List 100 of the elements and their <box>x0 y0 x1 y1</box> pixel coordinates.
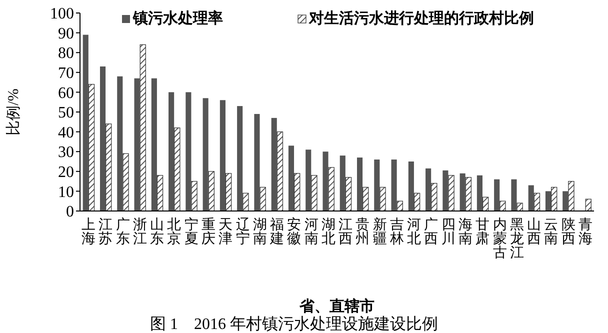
bar <box>168 92 174 211</box>
bar <box>356 158 363 211</box>
bar <box>362 186 369 212</box>
y-tick-label: 70 <box>58 65 74 82</box>
text: 图 1 2016 年村镇污水处理设施建设比例 <box>150 315 438 333</box>
y-tick-label: 60 <box>58 84 74 102</box>
x-tick-label: 海南 <box>458 217 472 247</box>
bar <box>545 191 552 211</box>
bar <box>494 179 500 211</box>
x-tick-label: 陕西 <box>561 217 576 247</box>
x-tick-label: 重庆 <box>202 217 216 247</box>
x-tick-label: 四川 <box>441 218 456 247</box>
bar <box>242 192 249 212</box>
bar <box>374 160 380 211</box>
bar <box>306 150 312 211</box>
bar <box>225 173 232 212</box>
bar <box>156 175 164 212</box>
x-tick-label: 湖南 <box>252 217 267 247</box>
bar <box>345 177 352 212</box>
bar <box>442 170 448 211</box>
x-tick-label: 山东 <box>150 217 164 247</box>
bar <box>511 179 517 211</box>
bar <box>100 66 106 211</box>
legend-label: 镇污水处理率 <box>132 9 223 27</box>
x-tick-label: 贵州 <box>356 217 370 247</box>
y-tick-label: 100 <box>50 6 74 23</box>
bar <box>288 146 294 211</box>
bar <box>460 173 466 211</box>
x-tick-label: 上海 <box>82 217 96 247</box>
x-tick-label: 辽宁 <box>236 217 250 247</box>
x-tick-label: 河北 <box>407 217 422 247</box>
bar <box>500 200 506 212</box>
bar <box>465 177 472 212</box>
bar <box>340 156 346 211</box>
bar <box>174 128 180 212</box>
y-tick-label: 10 <box>58 184 74 201</box>
x-tick-label: 宁夏 <box>184 217 198 247</box>
x-tick-label: 吉林 <box>388 217 404 247</box>
bar <box>380 186 386 212</box>
bar <box>82 34 88 211</box>
x-tick-label: 内蒙古 <box>492 217 507 261</box>
y-tick-label: 0 <box>66 204 74 221</box>
bar <box>191 181 198 212</box>
x-axis-title: 省、直辖市 <box>298 297 374 315</box>
x-tick-label: 黑龙江 <box>510 218 524 261</box>
bar <box>134 78 140 211</box>
bar <box>482 196 489 212</box>
bar <box>220 100 226 211</box>
bar <box>260 186 266 212</box>
x-tick-label: 福建 <box>269 217 284 247</box>
legend-label: 对生活污水进行处理的行政村比例 <box>308 10 534 27</box>
x-tick-label: 湖北 <box>321 217 336 247</box>
bar <box>426 168 432 211</box>
bar <box>585 198 592 212</box>
bar <box>328 167 334 212</box>
y-tick-label: 20 <box>58 164 74 181</box>
y-tick-label: 30 <box>58 144 74 162</box>
x-tick-label: 北京 <box>167 217 182 247</box>
bar <box>408 162 414 211</box>
bar <box>276 132 284 212</box>
bar <box>534 192 540 212</box>
bar <box>237 106 243 211</box>
bar <box>151 78 157 211</box>
x-tick-label: 山西 <box>527 217 542 247</box>
y-tick-label: 90 <box>58 25 74 42</box>
y-axis-title: 比例/% <box>5 88 22 136</box>
bar <box>448 175 454 212</box>
bar <box>88 84 95 212</box>
bar <box>202 98 208 211</box>
x-tick-label: 云南 <box>544 218 558 247</box>
bar <box>271 118 277 211</box>
bar <box>431 182 438 212</box>
x-tick-label: 江苏 <box>98 217 113 247</box>
bar <box>140 44 146 212</box>
bar <box>186 92 192 211</box>
bar <box>311 175 318 212</box>
x-tick-label: 广东 <box>116 217 130 247</box>
bar <box>568 181 574 212</box>
bar <box>208 171 215 212</box>
bar <box>562 191 568 211</box>
x-tick-label: 安徽 <box>287 217 302 247</box>
bar <box>254 114 260 211</box>
bar <box>122 153 129 212</box>
x-tick-label: 天津 <box>218 218 233 247</box>
bar <box>117 76 123 211</box>
bar <box>322 152 328 211</box>
y-tick-label: 80 <box>58 45 74 62</box>
x-tick-label: 新疆 <box>372 217 387 247</box>
bar <box>294 173 300 212</box>
bar <box>106 124 112 212</box>
bar <box>516 202 523 212</box>
bar <box>414 192 420 212</box>
bar <box>391 160 397 211</box>
x-tick-label: 河南 <box>304 217 318 247</box>
bar <box>528 185 534 211</box>
x-tick-label: 广西 <box>424 217 438 247</box>
x-tick-label: 江西 <box>338 217 353 247</box>
bar <box>476 175 482 211</box>
x-tick-label: 甘肃 <box>476 217 490 247</box>
y-tick-label: 50 <box>58 104 74 122</box>
